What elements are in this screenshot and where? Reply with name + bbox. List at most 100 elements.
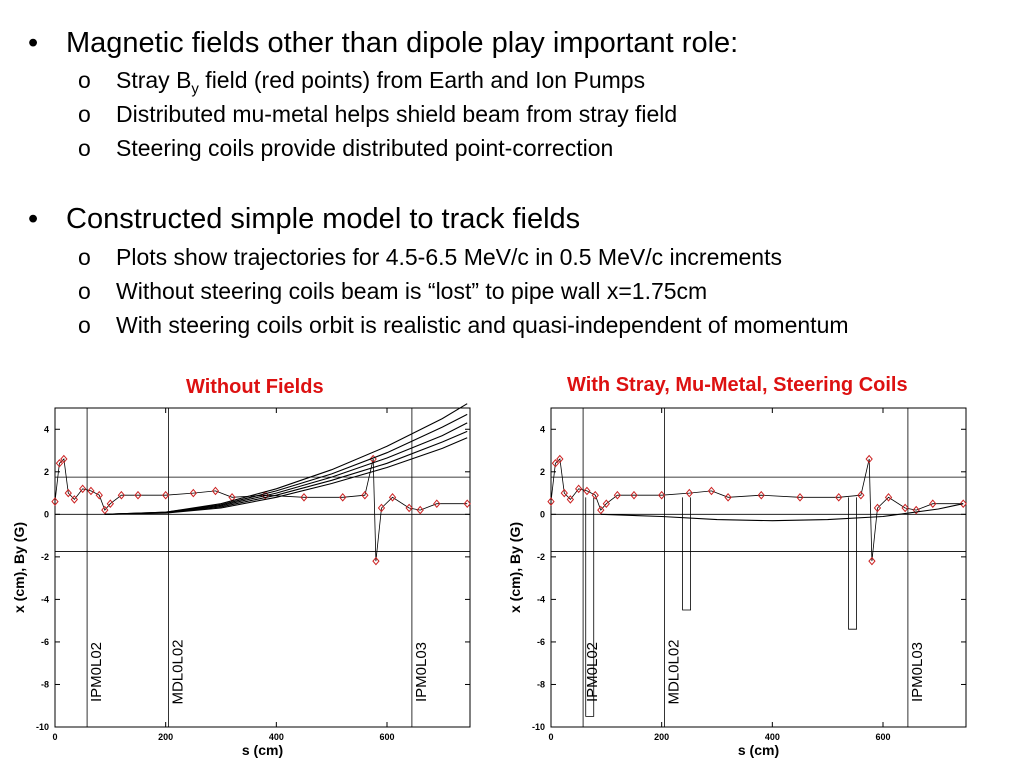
field-point bbox=[630, 490, 638, 500]
sub-bullet-marker: o bbox=[78, 278, 91, 304]
bullet-dot: • bbox=[28, 203, 39, 235]
field-point bbox=[613, 490, 622, 500]
x-tick-label: 200 bbox=[654, 732, 669, 742]
field-point bbox=[339, 493, 347, 502]
sub-bullet-text: Without steering coils beam is “lost” to… bbox=[116, 278, 708, 304]
field-point bbox=[658, 490, 666, 500]
x-tick-label: 200 bbox=[158, 732, 173, 742]
sub-bullet-text: Plots show trajectories for 4.5-6.5 MeV/… bbox=[116, 244, 782, 270]
field-point bbox=[707, 486, 716, 496]
field-point bbox=[134, 490, 142, 500]
field-point bbox=[959, 499, 967, 508]
y-tick-label: -4 bbox=[537, 594, 545, 604]
x-tick-label: 0 bbox=[52, 732, 57, 742]
plot-title-right: With Stray, Mu-Metal, Steering Coils bbox=[567, 374, 908, 396]
field-point bbox=[901, 503, 909, 513]
field-point bbox=[101, 505, 109, 515]
field-point bbox=[796, 493, 804, 502]
field-point bbox=[591, 490, 599, 500]
field-point bbox=[55, 459, 64, 468]
field-point bbox=[70, 495, 79, 504]
y-tick-label: -6 bbox=[537, 637, 545, 647]
field-point bbox=[372, 556, 380, 566]
element-marker-label: IPM0L03 bbox=[413, 642, 430, 702]
field-point bbox=[857, 490, 865, 500]
field-point bbox=[87, 486, 95, 496]
y-tick-label: -2 bbox=[537, 552, 545, 562]
sub-bullet-text: Stray B bbox=[116, 67, 192, 93]
field-point bbox=[463, 499, 471, 508]
bullet-2-text: Constructed simple model to track fields bbox=[66, 203, 581, 235]
field-point bbox=[724, 493, 732, 502]
field-point bbox=[597, 505, 605, 515]
field-point bbox=[685, 488, 693, 498]
field-line bbox=[54, 458, 468, 562]
sub-bullet-text: With steering coils orbit is realistic a… bbox=[116, 312, 849, 338]
plot-frame bbox=[54, 407, 471, 728]
field-line bbox=[550, 458, 964, 562]
y-tick-label: 2 bbox=[540, 467, 545, 477]
y-tick-label: -8 bbox=[537, 679, 545, 689]
element-marker-label: MDL0L02 bbox=[665, 639, 682, 704]
steering-coil-spike bbox=[682, 497, 691, 611]
field-point bbox=[388, 493, 397, 502]
element-marker-label: IPM0L02 bbox=[584, 642, 601, 702]
field-point bbox=[583, 486, 591, 496]
x-tick-label: 400 bbox=[269, 732, 284, 742]
subscript: y bbox=[191, 80, 199, 98]
y-tick-label: -10 bbox=[36, 722, 49, 732]
element-marker-label: IPM0L02 bbox=[88, 642, 105, 702]
x-tick-label: 0 bbox=[548, 732, 553, 742]
field-point bbox=[300, 493, 308, 502]
y-tick-label: 0 bbox=[44, 509, 49, 519]
x-axis-label: s (cm) bbox=[738, 742, 779, 758]
y-tick-label: 0 bbox=[540, 509, 545, 519]
x-tick-label: 400 bbox=[765, 732, 780, 742]
sub-bullet-marker: o bbox=[78, 244, 91, 270]
field-point bbox=[117, 490, 126, 500]
field-point bbox=[551, 459, 560, 468]
y-tick-label: 2 bbox=[44, 467, 49, 477]
field-point bbox=[95, 490, 103, 500]
field-point bbox=[64, 488, 72, 498]
y-tick-label: -10 bbox=[532, 722, 545, 732]
element-marker-label: MDL0L02 bbox=[169, 639, 186, 704]
trajectory-line bbox=[104, 437, 468, 515]
field-point bbox=[868, 556, 876, 566]
field-point bbox=[757, 490, 765, 500]
sub-bullet-marker: o bbox=[78, 135, 91, 161]
field-point bbox=[884, 493, 893, 502]
field-point bbox=[51, 497, 59, 506]
field-point bbox=[162, 490, 170, 500]
field-point bbox=[865, 454, 873, 464]
field-point bbox=[566, 495, 575, 504]
x-tick-label: 600 bbox=[379, 732, 394, 742]
field-point bbox=[79, 484, 87, 494]
sub-bullet-text: Distributed mu-metal helps shield beam f… bbox=[116, 101, 678, 127]
x-axis-label: s (cm) bbox=[242, 742, 283, 758]
plot-frame bbox=[550, 407, 967, 728]
field-point bbox=[405, 503, 413, 513]
sub-bullet-marker: o bbox=[78, 67, 91, 93]
sub-bullet-text: Steering coils provide distributed point… bbox=[116, 135, 614, 161]
element-marker-label: IPM0L03 bbox=[909, 642, 926, 702]
field-point bbox=[929, 499, 937, 508]
bullet-dot: • bbox=[28, 27, 39, 59]
field-point bbox=[575, 484, 583, 494]
field-point bbox=[547, 497, 555, 506]
field-point bbox=[560, 488, 568, 498]
sub-bullet-marker: o bbox=[78, 101, 91, 127]
y-tick-label: 4 bbox=[540, 424, 545, 434]
field-point bbox=[416, 505, 424, 515]
x-tick-label: 600 bbox=[875, 732, 890, 742]
field-point bbox=[60, 454, 68, 464]
y-tick-label: 4 bbox=[44, 424, 49, 434]
y-tick-label: -2 bbox=[41, 552, 49, 562]
y-tick-label: -6 bbox=[41, 637, 49, 647]
field-point bbox=[211, 486, 220, 496]
field-point bbox=[835, 493, 843, 502]
plot-title-left: Without Fields bbox=[186, 376, 324, 398]
sub-bullet-marker: o bbox=[78, 312, 91, 338]
field-point bbox=[361, 490, 369, 500]
